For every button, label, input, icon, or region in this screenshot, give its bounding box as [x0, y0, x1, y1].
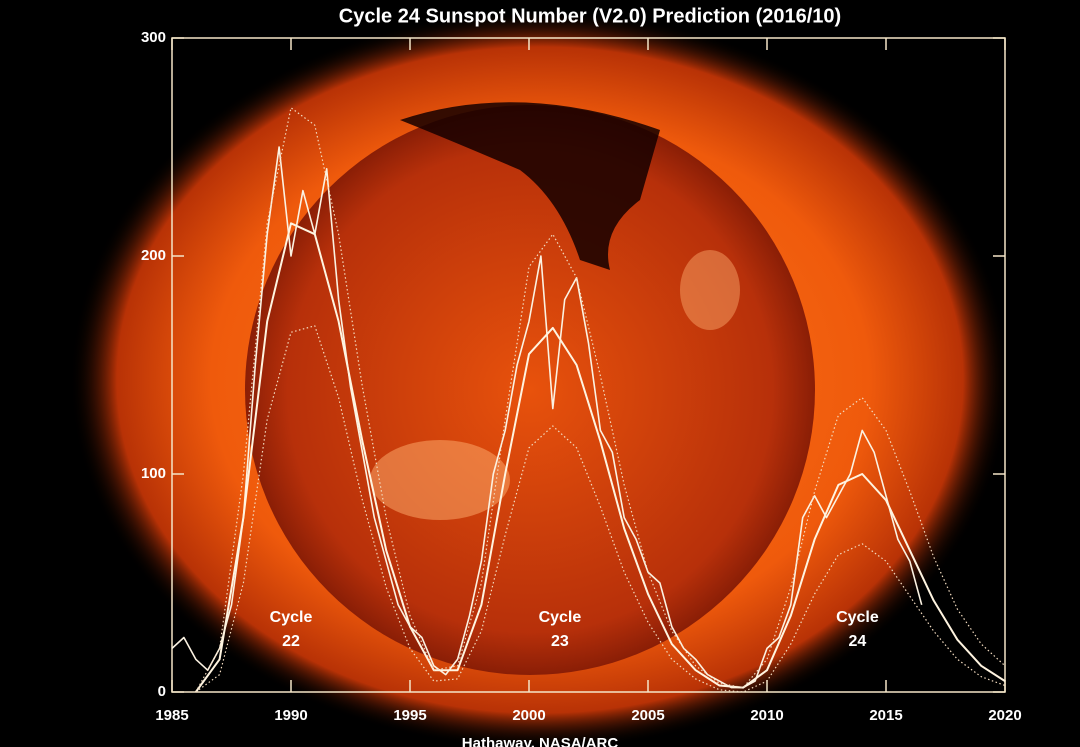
chart-title: Cycle 24 Sunspot Number (V2.0) Predictio…	[339, 5, 841, 27]
cycle-label: Cycle	[539, 609, 582, 626]
sun-disk	[245, 105, 815, 675]
y-tick-label: 300	[141, 29, 166, 46]
y-tick-label: 0	[158, 683, 166, 700]
series-line	[195, 107, 1006, 693]
series-line	[171, 146, 923, 689]
x-tick-label: 1995	[393, 707, 426, 724]
x-tick-label: 1985	[155, 707, 188, 724]
cycle-label: 22	[282, 633, 300, 650]
bright-region	[680, 250, 740, 330]
cycle-label: 23	[551, 633, 569, 650]
credit: Hathaway, NASA/ARC	[462, 735, 619, 747]
series-line	[194, 222, 1006, 693]
series-line	[195, 325, 1006, 693]
cycle-label: 24	[849, 633, 867, 650]
x-tick-label: 2005	[631, 707, 664, 724]
x-tick-label: 2020	[988, 707, 1021, 724]
x-tick-label: 2010	[750, 707, 783, 724]
y-tick-label: 100	[141, 465, 166, 482]
coronal-hole	[400, 102, 660, 270]
x-tick-label: 2000	[512, 707, 545, 724]
bright-region	[370, 440, 510, 520]
plot-frame	[171, 37, 1006, 693]
cycle-label: Cycle	[836, 609, 879, 626]
cycle-label: Cycle	[270, 609, 313, 626]
y-tick-label: 200	[141, 247, 166, 264]
x-tick-label: 2015	[869, 707, 902, 724]
x-tick-label: 1990	[274, 707, 307, 724]
